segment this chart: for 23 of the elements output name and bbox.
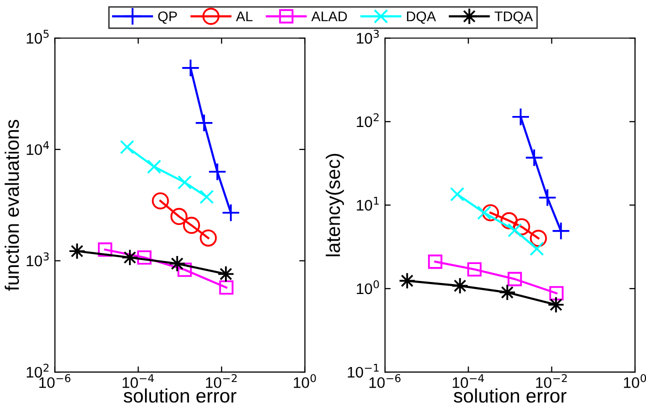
x-tick-label: 10$^{−2}$ <box>536 374 567 388</box>
legend-label: DQA <box>407 11 436 24</box>
legend-label: AL <box>236 12 252 22</box>
y-tick-label: 10$^{2}$ <box>356 113 379 128</box>
y-tick-label: 10$^{4}$ <box>26 141 49 156</box>
y-tick-label: 10$^{3}$ <box>356 30 379 44</box>
legend-label: TDQA <box>494 11 533 24</box>
y-tick-label: 10$^{0}$ <box>356 280 379 294</box>
y-axis-title: latency(sec) <box>326 154 344 256</box>
x-axis-title: solution error <box>454 388 566 403</box>
legend-label: ALAD <box>311 12 347 22</box>
y-tick-label: 10$^{3}$ <box>26 252 49 266</box>
legend-label: QP <box>158 11 177 24</box>
x-tick-label: 10$^{−2}$ <box>206 374 237 388</box>
x-axis-title: solution error <box>124 388 236 403</box>
x-tick-label: 10$^{−4}$ <box>122 374 154 388</box>
x-tick-label: 10$^{−4}$ <box>452 374 484 388</box>
y-axis-title: function evaluations <box>4 120 19 291</box>
x-tick-label: 10$^{0}$ <box>294 374 316 388</box>
y-tick-label: 10$^{1}$ <box>356 196 379 211</box>
y-tick-label: 10$^{5}$ <box>26 30 49 44</box>
y-tick-label: 10$^{2}$ <box>26 364 48 378</box>
x-tick-label: 10$^{0}$ <box>624 374 646 388</box>
